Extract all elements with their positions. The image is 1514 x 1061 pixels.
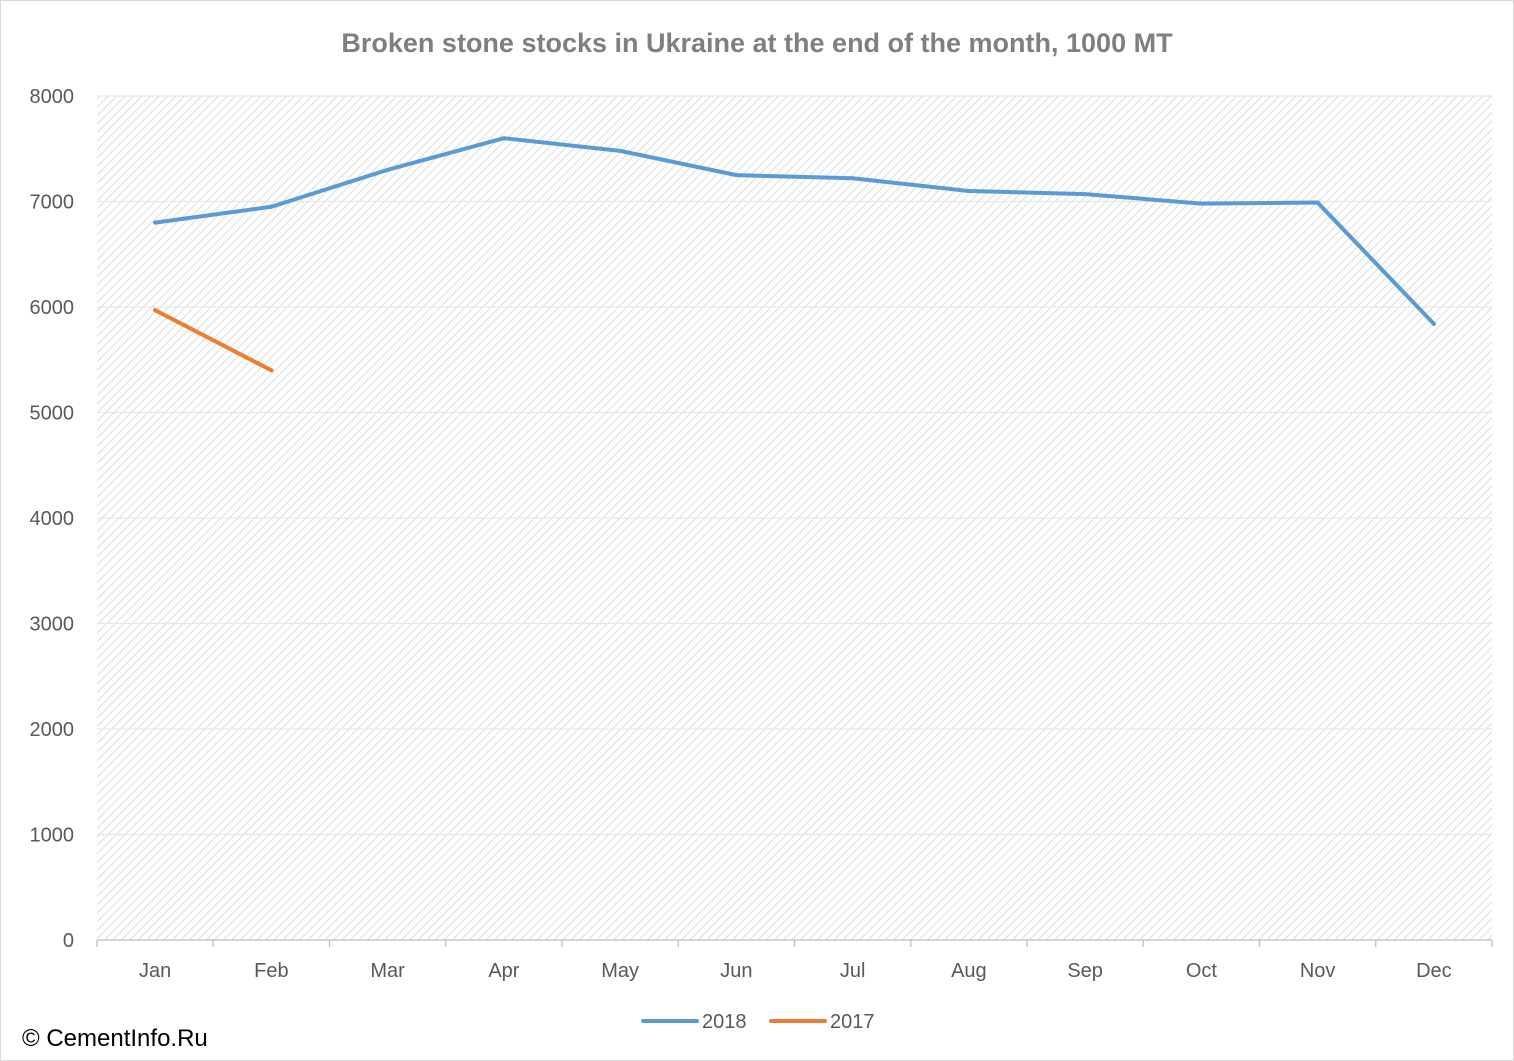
legend-label-2018: 2018 xyxy=(702,1011,747,1033)
axes: 0 1000 2000 3000 4000 5000 6000 7000 8000 Jan Feb M… xyxy=(30,86,1493,982)
legend: 2018 2017 xyxy=(641,1011,875,1033)
y-tick-label: 8000 xyxy=(30,86,75,108)
y-tick-label: 0 xyxy=(63,930,74,952)
chart-title: Broken stone stocks in Ukraine at the en… xyxy=(341,28,1173,58)
x-tick-label-oct: Oct xyxy=(1186,960,1218,982)
data-point-2018-jul xyxy=(850,176,855,181)
x-tick-label-may: May xyxy=(601,960,639,982)
data-point-2018-oct xyxy=(1199,201,1204,206)
data-point-2018-jun xyxy=(734,173,739,178)
data-point-2018-dec xyxy=(1431,321,1436,326)
data-point-2018-aug xyxy=(966,188,971,193)
copyright-credit: © CementInfo.Ru xyxy=(22,1025,208,1052)
legend-label-2017: 2017 xyxy=(830,1011,875,1033)
x-tick-label-jun: Jun xyxy=(720,960,752,982)
data-point-2017-feb xyxy=(269,368,274,373)
y-tick-label: 7000 xyxy=(30,192,75,214)
y-tick-label: 6000 xyxy=(30,297,75,319)
x-tick-label-feb: Feb xyxy=(254,960,288,982)
x-tick-label-dec: Dec xyxy=(1416,960,1452,982)
series-line-2017 xyxy=(153,308,274,373)
y-tick-label: 5000 xyxy=(30,403,75,425)
gridlines xyxy=(97,95,1492,836)
data-point-2017-jan xyxy=(153,308,158,313)
x-tick-label-jan: Jan xyxy=(139,960,171,982)
x-tick-label-aug: Aug xyxy=(951,960,987,982)
data-point-2018-jan xyxy=(153,220,158,225)
data-point-2018-apr xyxy=(501,136,506,141)
y-tick-label: 2000 xyxy=(30,719,75,741)
y-tick-label: 1000 xyxy=(30,825,75,847)
x-tick-label-nov: Nov xyxy=(1300,960,1336,982)
data-point-2018-nov xyxy=(1315,200,1320,205)
x-tick-label-mar: Mar xyxy=(370,960,405,982)
x-tick-label-sep: Sep xyxy=(1067,960,1103,982)
x-tick-label-apr: Apr xyxy=(488,960,519,982)
y-tick-label: 4000 xyxy=(30,508,75,530)
data-point-2018-mar xyxy=(385,167,390,172)
series-line-2018 xyxy=(153,136,1436,326)
data-point-2018-may xyxy=(618,148,623,153)
series-layer xyxy=(153,136,1436,373)
y-tick-label: 3000 xyxy=(30,614,75,636)
x-tick-label-jul: Jul xyxy=(840,960,866,982)
data-point-2018-sep xyxy=(1083,192,1088,197)
data-point-2018-feb xyxy=(269,204,274,209)
